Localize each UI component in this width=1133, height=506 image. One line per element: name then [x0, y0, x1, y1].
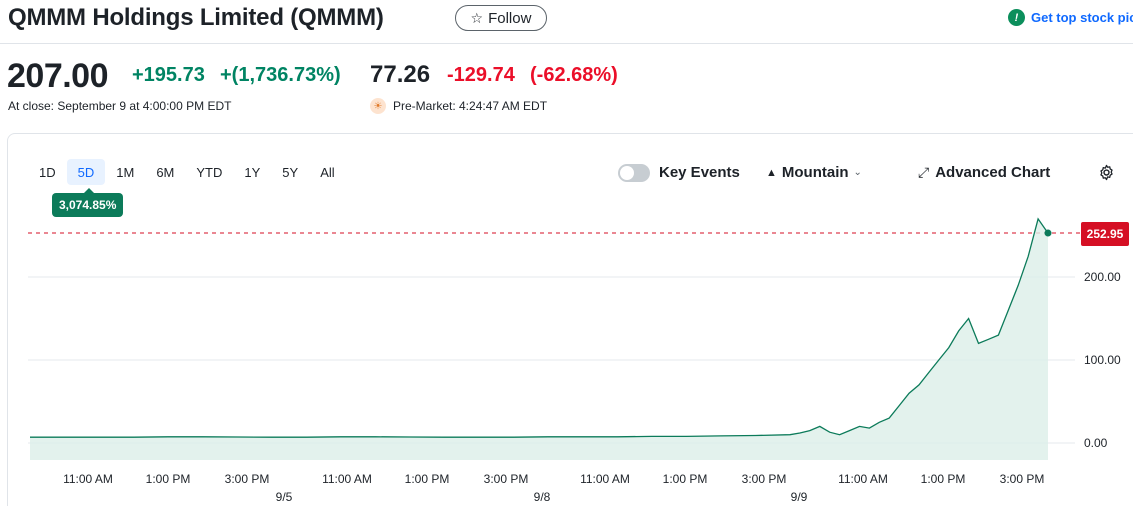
key-events-label: Key Events: [659, 164, 740, 181]
chevron-down-icon: ⌄: [853, 167, 862, 178]
expand-icon: ⤢: [918, 164, 930, 180]
follow-label: Follow: [488, 9, 532, 27]
price-change-percent: +(1,736.73%): [220, 64, 341, 86]
close-timestamp: At close: September 9 at 4:00:00 PM EDT: [8, 99, 232, 113]
range-tab-5y[interactable]: 5Y: [282, 164, 299, 180]
premarket-timestamp: Pre-Market: 4:24:47 AM EDT: [393, 99, 548, 113]
range-tab-ytd[interactable]: YTD: [196, 164, 223, 180]
range-tabs: 1D 5D 1M 6M YTD 1Y 5Y All: [28, 159, 346, 185]
sunrise-icon: ☀: [370, 98, 386, 114]
promo-text: Get top stock pic: [1031, 10, 1133, 25]
premarket-change-percent: (-62.68%): [530, 64, 618, 86]
follow-button[interactable]: ☆ Follow: [455, 5, 547, 31]
range-tab-all[interactable]: All: [320, 164, 335, 180]
advanced-chart-button[interactable]: ⤢ Advanced Chart: [918, 164, 1050, 181]
range-tab-1m[interactable]: 1M: [116, 164, 135, 180]
advanced-chart-label: Advanced Chart: [935, 164, 1051, 181]
mountain-icon: ▲: [766, 166, 777, 179]
star-icon: ☆: [470, 10, 484, 26]
price-change: +195.73: [132, 64, 205, 86]
gear-icon[interactable]: [1098, 164, 1115, 181]
range-tab-5d[interactable]: 5D: [66, 159, 106, 185]
premarket-price: 77.26: [370, 61, 431, 88]
premarket-change: -129.74: [447, 64, 515, 86]
range-tab-1y[interactable]: 1Y: [244, 164, 261, 180]
info-icon: !: [1008, 9, 1025, 26]
chart-type-dropdown[interactable]: ▲ Mountain ⌄: [766, 164, 862, 181]
range-tab-1d[interactable]: 1D: [39, 164, 56, 180]
top-stock-picks-link[interactable]: ! Get top stock pic: [1008, 9, 1133, 26]
range-tab-6m[interactable]: 6M: [156, 164, 175, 180]
company-title: QMMM Holdings Limited (QMMM): [8, 4, 384, 31]
close-price: 207.00: [7, 57, 109, 95]
performance-badge: 3,074.85%: [52, 188, 124, 217]
key-events-toggle[interactable]: [618, 164, 650, 182]
chart-type-label: Mountain: [781, 164, 849, 181]
page-header: QMMM Holdings Limited (QMMM) ☆ Follow ! …: [0, 0, 1133, 44]
last-price-tag: 252.95: [1081, 222, 1129, 246]
toggle-knob: [620, 166, 634, 180]
chart-card: [7, 133, 1133, 506]
